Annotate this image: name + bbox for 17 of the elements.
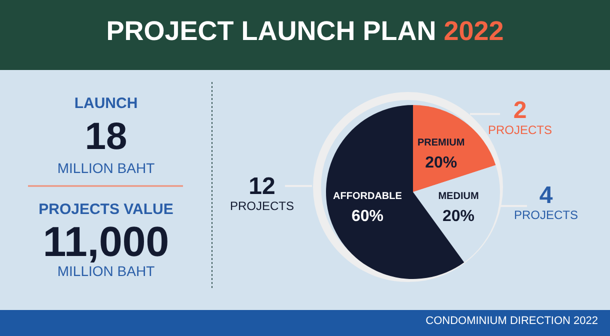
text: LAUNCH	[74, 95, 138, 112]
text: MILLION BAHT	[57, 263, 156, 279]
data-label: 20%	[425, 154, 458, 172]
text: 11,000	[42, 218, 170, 265]
text: PROJECTS VALUE	[38, 201, 174, 218]
text: 18	[84, 116, 128, 158]
slice-label: PREMIUM	[418, 137, 465, 148]
text: CONDOMINIUM DIRECTION 2022	[426, 315, 598, 327]
data-label: 60%	[351, 208, 384, 225]
text: 12 PROJECTS	[230, 173, 294, 213]
slice-label: AFFORDABLE	[333, 190, 402, 202]
slice-label: MEDIUM	[438, 190, 479, 202]
text: 4 PROJECTS	[514, 182, 578, 222]
data-label: 20%	[442, 208, 475, 225]
text: MILLION BAHT	[57, 160, 156, 176]
text: 2 PROJECTS	[488, 97, 552, 137]
chart-title: PROJECT LAUNCH PLAN 2022	[105, 16, 505, 47]
